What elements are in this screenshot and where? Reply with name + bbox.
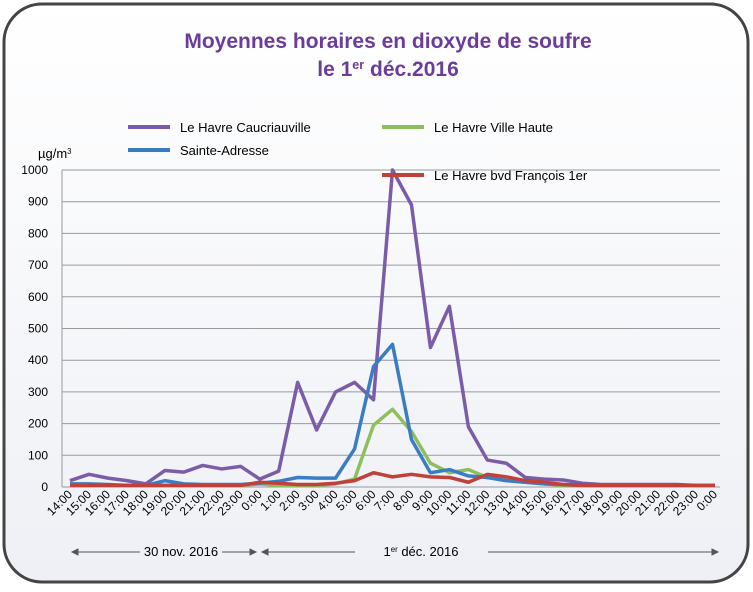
text-part: µg/m bbox=[38, 146, 67, 161]
y-tick-label: 400 bbox=[28, 353, 48, 367]
date-label: 1er déc. 2016 bbox=[384, 544, 459, 559]
y-unit: µg/m3 bbox=[38, 146, 72, 161]
text-part: déc.2016 bbox=[364, 58, 459, 81]
text-part: déc. 2016 bbox=[398, 544, 459, 559]
text-part: 1 bbox=[384, 544, 391, 559]
y-tick-label: 500 bbox=[28, 322, 48, 336]
text-part: 3 bbox=[67, 147, 71, 156]
legend-label: Sainte-Adresse bbox=[180, 143, 269, 158]
text-part: le 1 bbox=[317, 58, 352, 81]
arrow-heads bbox=[70, 548, 720, 556]
text-part: er bbox=[391, 545, 398, 554]
y-tick-label: 100 bbox=[28, 448, 48, 462]
date-annotations bbox=[70, 548, 720, 556]
y-tick-label: 900 bbox=[28, 195, 48, 209]
y-tick-label: 200 bbox=[28, 417, 48, 431]
y-tick-label: 1000 bbox=[21, 163, 48, 177]
chart-title: Moyennes horaires en dioxyde de soufre bbox=[184, 30, 591, 53]
date-label: 30 nov. 2016 bbox=[144, 544, 218, 559]
y-tick-label: 600 bbox=[28, 290, 48, 304]
text-part: er bbox=[352, 58, 364, 72]
legend-label: Le Havre Ville Haute bbox=[434, 120, 553, 135]
legend-label: Le Havre Caucriauville bbox=[180, 120, 311, 135]
y-tick-label: 700 bbox=[28, 258, 48, 272]
frame bbox=[2, 2, 750, 584]
legend-label: Le Havre bvd François 1er bbox=[434, 168, 588, 183]
y-tick-label: 800 bbox=[28, 226, 48, 240]
series-line bbox=[70, 470, 715, 488]
y-tick-label: 0 bbox=[41, 480, 48, 494]
chart-subtitle: le 1er déc.2016 bbox=[317, 58, 459, 81]
y-tick-label: 300 bbox=[28, 385, 48, 399]
